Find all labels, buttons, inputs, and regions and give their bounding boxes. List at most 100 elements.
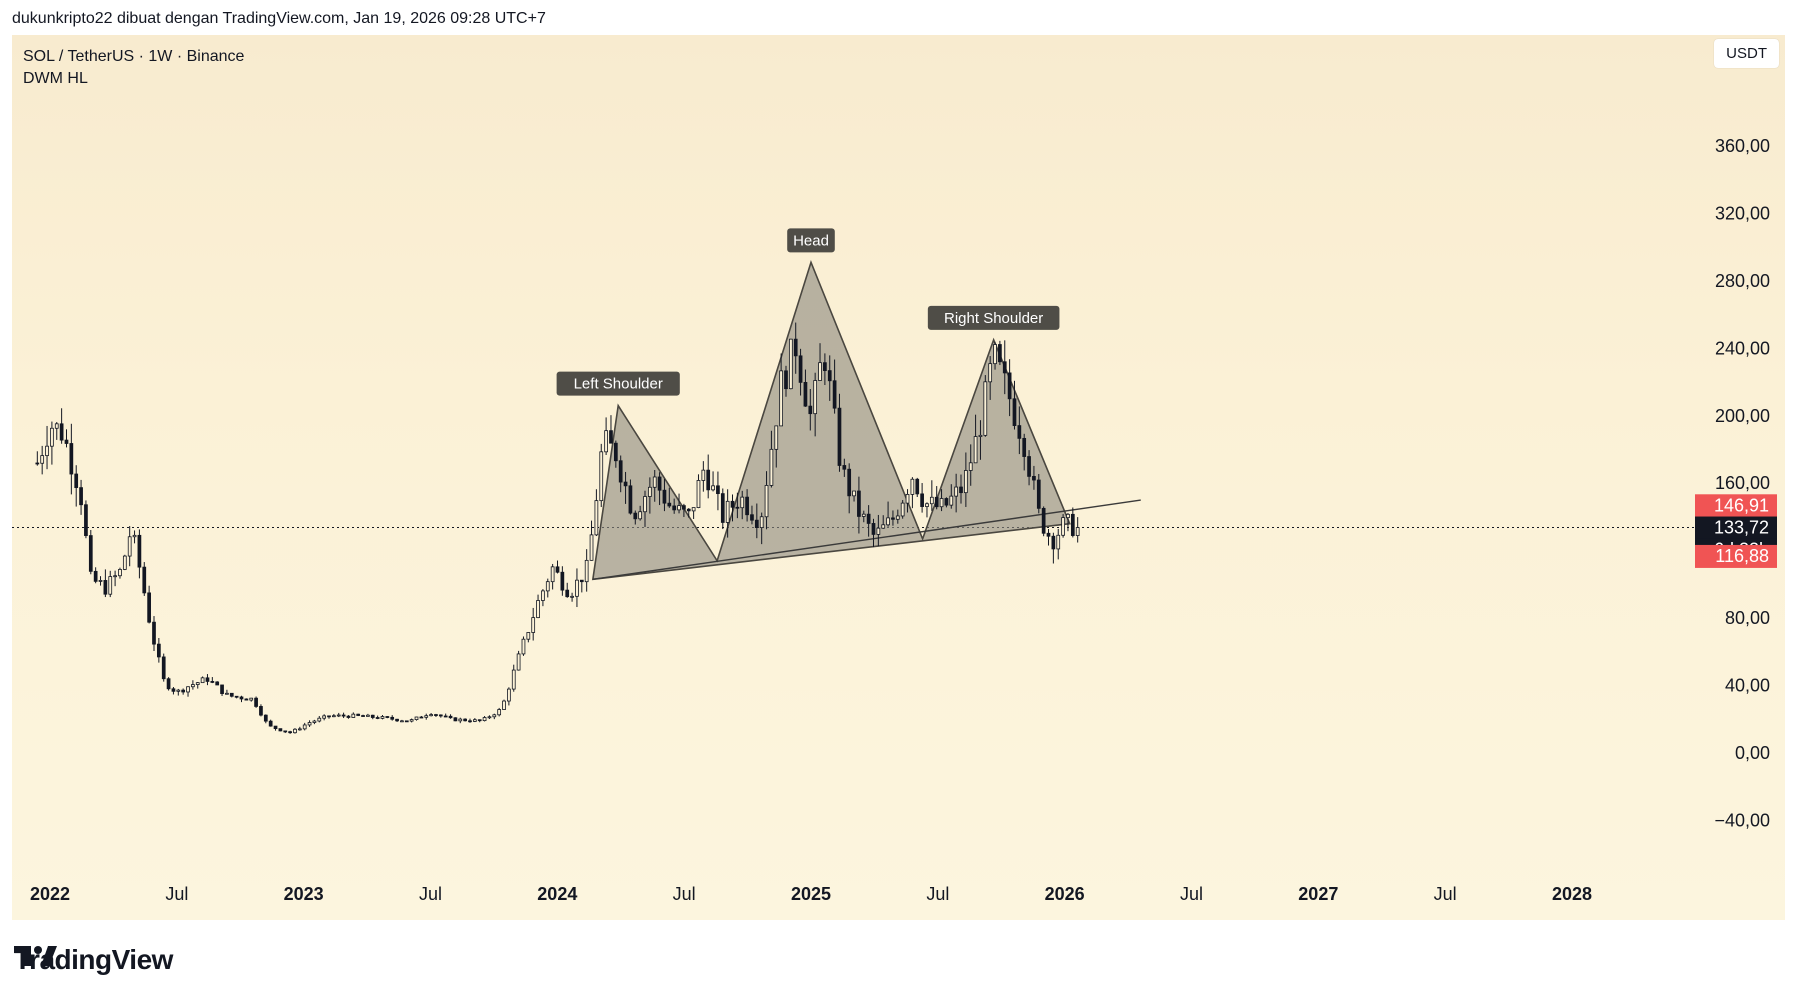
candle-body — [657, 476, 662, 491]
candle-body — [541, 590, 545, 601]
candle-body — [784, 370, 788, 390]
candle-body — [278, 728, 283, 732]
candle-body — [239, 696, 244, 700]
neckline — [592, 499, 1141, 581]
candle-body — [774, 425, 779, 450]
candle-body — [390, 716, 395, 720]
tradingview-logo[interactable]: TradingView — [14, 944, 173, 976]
candle-body — [351, 713, 356, 718]
candle-body — [191, 684, 195, 688]
candle-body — [98, 580, 103, 582]
candle-body — [730, 500, 735, 508]
price-tag-box — [1695, 516, 1777, 540]
price-tag-high: 146,91 — [1695, 494, 1777, 518]
x-tick-label: 2025 — [791, 884, 831, 904]
candle-body — [69, 443, 74, 475]
candle-body — [618, 460, 623, 483]
x-tick-label: 2024 — [537, 884, 577, 904]
candle-body — [866, 513, 871, 524]
candle-body — [443, 715, 448, 718]
candle-body — [691, 507, 696, 512]
candle-body — [205, 677, 210, 682]
candle-body — [861, 513, 866, 517]
candle-body — [750, 514, 754, 521]
candle-body — [837, 407, 842, 466]
candle-body — [793, 338, 798, 357]
candle-body — [968, 462, 973, 471]
candle-body — [234, 695, 239, 698]
candle-body — [453, 717, 458, 722]
candle-body — [302, 724, 307, 730]
candle-body — [103, 580, 108, 595]
candle-body — [40, 455, 45, 464]
candle-body — [346, 715, 351, 718]
price-tag-text: 146,91 — [1714, 495, 1769, 515]
candle-body — [745, 496, 749, 516]
y-tick-label: 240,00 — [1715, 338, 1770, 358]
price-tag-box — [1695, 494, 1777, 518]
candle-body — [88, 535, 93, 572]
candle-body — [798, 355, 803, 383]
candle-body — [438, 714, 443, 717]
candle-body — [283, 730, 288, 733]
candle-body — [64, 439, 69, 444]
candle-body — [502, 700, 506, 710]
chart-legend: SOL / TetherUS · 1W · Binance DWM HL — [23, 46, 244, 90]
candle-body — [195, 682, 200, 685]
candle-body — [477, 719, 482, 722]
candle-body — [113, 575, 117, 578]
candle-body — [545, 581, 550, 592]
chart-panel[interactable]: 360,00 320,00 280,00 240,00 200,00 160,00 80,0… — [12, 35, 1785, 920]
candle-body — [754, 519, 759, 528]
candle-body — [1012, 398, 1017, 426]
indicator-label[interactable]: DWM HL — [23, 70, 88, 87]
candle-body — [891, 517, 895, 520]
x-tick-label: Jul — [926, 884, 949, 904]
candle-body — [881, 524, 886, 529]
candle-body — [1022, 437, 1027, 457]
candle-body — [633, 512, 638, 520]
candle-body — [706, 469, 711, 491]
candle-body — [492, 714, 497, 718]
candle-body — [181, 689, 186, 693]
candle-body — [84, 504, 88, 536]
candle-body — [366, 714, 370, 717]
candle-body — [818, 362, 822, 381]
candle-body — [711, 485, 715, 491]
candle-body — [964, 470, 968, 494]
x-tick-label: Jul — [419, 884, 442, 904]
candle-body — [171, 688, 176, 692]
candle-body — [259, 706, 263, 716]
price-chart[interactable]: 360,00 320,00 280,00 240,00 200,00 160,00 80,0… — [12, 35, 1785, 920]
candle-body — [497, 709, 502, 716]
candle-body — [594, 500, 599, 536]
candle-body — [380, 716, 385, 719]
candle-body — [336, 714, 341, 717]
candle-body — [45, 445, 49, 457]
candle-body — [740, 496, 745, 509]
candle-body — [35, 462, 40, 465]
candle-body — [186, 686, 190, 693]
candle-body — [511, 669, 516, 690]
candle-body — [356, 713, 361, 716]
candle-body — [200, 677, 205, 684]
candle-body — [939, 498, 944, 508]
candle-body — [623, 481, 628, 487]
candle-body — [954, 486, 959, 497]
candle-body — [93, 570, 98, 582]
candle-body — [895, 515, 900, 520]
currency-button[interactable]: USDT — [1714, 39, 1779, 68]
candle-body — [613, 442, 618, 462]
symbol-label[interactable]: SOL / TetherUS · 1W · Binance — [23, 48, 245, 65]
candle-body — [944, 498, 949, 506]
candle-body — [925, 503, 929, 507]
candle-body — [720, 493, 725, 523]
candle-body — [667, 502, 672, 507]
x-tick-label: 2027 — [1298, 884, 1338, 904]
candle-body — [915, 478, 920, 495]
candle-body — [983, 381, 988, 436]
candle-body — [1007, 372, 1012, 400]
y-tick-label: 360,00 — [1715, 136, 1770, 156]
candle-body — [404, 720, 409, 723]
candle-body — [779, 370, 783, 427]
